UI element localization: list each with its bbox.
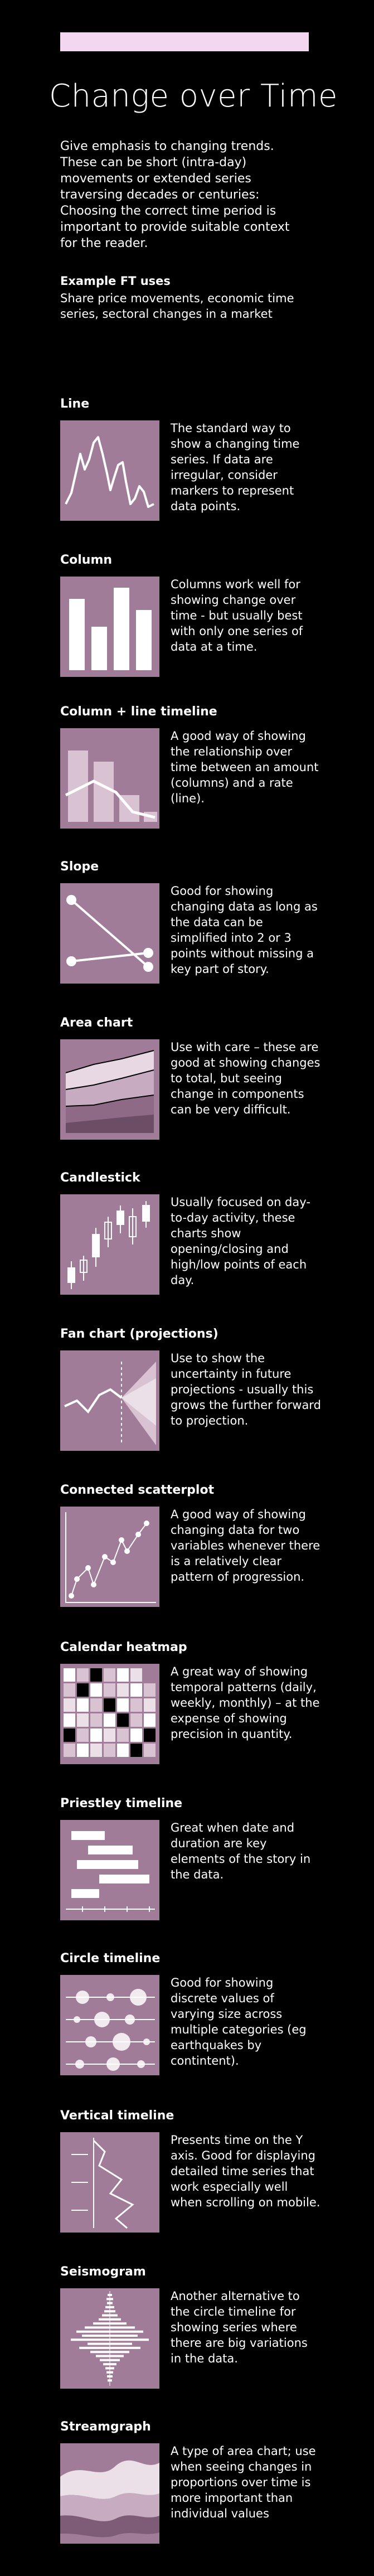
column-line-icon xyxy=(60,728,159,829)
section-title: Calendar heatmap xyxy=(60,1640,187,1654)
section-title: Slope xyxy=(60,860,99,874)
section-desc: Use to show the uncertainty in future pr… xyxy=(171,1352,321,1427)
section-title: Candlestick xyxy=(60,1171,140,1185)
uses-text: Share price movements, economic time ser… xyxy=(60,292,294,321)
fan-chart-icon xyxy=(60,1350,159,1451)
line-chart-icon xyxy=(60,420,159,521)
section-candlestick: Candlestick Usually focused on day-to-da… xyxy=(60,1171,328,1295)
section-desc: Use with care – these are good at showin… xyxy=(171,1040,320,1116)
section-line: Line The standard way to show a changing… xyxy=(60,397,328,521)
section-desc: The standard way to show a changing time… xyxy=(171,422,300,513)
section-title: Line xyxy=(60,397,90,411)
section-title: Streamgraph xyxy=(60,2420,151,2434)
intro-text: Give emphasis to changing trends. These … xyxy=(60,139,290,250)
circle-timeline-icon xyxy=(60,1975,159,2075)
streamgraph-icon xyxy=(60,2443,159,2544)
section-column: Column Columns work well for showing cha… xyxy=(60,553,328,677)
section-seismogram: Seismogram Another alternative to the ci… xyxy=(60,2265,328,2389)
section-title: Vertical timeline xyxy=(60,2109,174,2123)
section-title: Fan chart (projections) xyxy=(60,1327,218,1341)
page-title: Change over Time xyxy=(49,78,338,114)
section-desc: Good for showing changing data as long a… xyxy=(171,884,318,976)
section-title: Area chart xyxy=(60,1016,133,1030)
slope-chart-icon xyxy=(60,883,159,984)
section-area: Area chart Use with care – these are goo… xyxy=(60,1016,328,1140)
section-desc: Columns work well for showing change ove… xyxy=(171,578,303,653)
section-title: Column xyxy=(60,553,113,567)
section-desc: A type of area chart; use when seeing ch… xyxy=(171,2444,316,2520)
section-calendar-heatmap: Calendar heatmap A great way of showing … xyxy=(60,1640,328,1764)
priestley-timeline-icon xyxy=(60,1820,159,1920)
section-vertical-timeline: Vertical timeline Presents time on the Y… xyxy=(60,2109,328,2233)
section-column-line: Column + line timeline A good way of sho… xyxy=(60,705,328,829)
area-chart-icon xyxy=(60,1039,159,1140)
accent-bar xyxy=(60,32,309,51)
vertical-timeline-icon xyxy=(60,2132,159,2233)
connected-scatter-icon xyxy=(60,1507,159,1607)
section-fan-chart: Fan chart (projections) Use to show the … xyxy=(60,1327,328,1451)
section-desc: A good way of showing the relationship o… xyxy=(171,729,319,805)
section-desc: Good for showing discrete values of vary… xyxy=(171,1976,307,2067)
column-chart-icon xyxy=(60,577,159,677)
section-circle-timeline: Circle timeline Good for showing discret… xyxy=(60,1952,328,2075)
section-desc: Another alternative to the circle timeli… xyxy=(171,2289,308,2365)
section-desc: Usually focused on day-to-day activity, … xyxy=(171,1195,310,1287)
seismogram-icon xyxy=(60,2288,159,2389)
section-title: Priestley timeline xyxy=(60,1797,183,1810)
uses-heading: Example FT uses xyxy=(60,274,171,288)
candlestick-icon xyxy=(60,1194,159,1295)
calendar-heatmap-icon xyxy=(60,1664,159,1764)
section-title: Column + line timeline xyxy=(60,705,217,719)
section-desc: Great when date and duration are key ele… xyxy=(171,1821,311,1881)
section-connected-scatter: Connected scatterplot A good way of show… xyxy=(60,1483,328,1607)
section-priestley: Priestley timeline Great when date and d… xyxy=(60,1797,328,1920)
section-slope: Slope Good for showing changing data as … xyxy=(60,860,328,984)
section-desc: A great way of showing temporal patterns… xyxy=(171,1665,320,1741)
section-title: Seismogram xyxy=(60,2265,146,2279)
section-desc: Presents time on the Y axis. Good for di… xyxy=(171,2133,320,2209)
section-title: Connected scatterplot xyxy=(60,1483,215,1497)
section-streamgraph: Streamgraph A type of area chart; use wh… xyxy=(60,2420,328,2544)
section-title: Circle timeline xyxy=(60,1952,161,1965)
section-desc: A good way of showing changing data for … xyxy=(171,1508,320,1584)
